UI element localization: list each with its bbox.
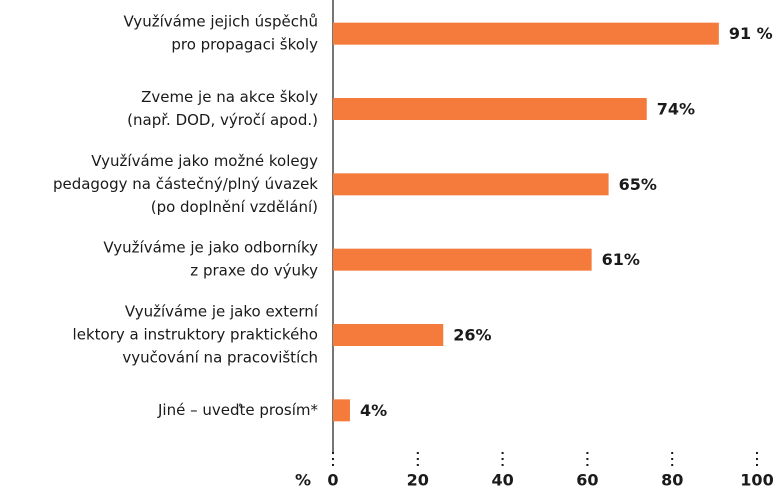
- category-label: Využíváme je jako externí: [125, 303, 319, 321]
- x-tick-label: 100: [740, 471, 773, 489]
- category-label: z praxe do výuky: [190, 262, 318, 280]
- category-label: Využíváme jejich úspěchů: [123, 13, 318, 31]
- x-axis-label: %: [295, 471, 311, 489]
- bar: [333, 399, 350, 422]
- x-tick-label: 60: [576, 471, 598, 489]
- x-tick-label: 80: [661, 471, 683, 489]
- value-label: 74%: [657, 100, 695, 119]
- category-label: Využíváme je jako odborníky: [103, 239, 318, 257]
- category-label: pedagogy na částečný/plný úvazek: [53, 175, 318, 193]
- category-label: Využíváme jako možné kolegy: [91, 152, 318, 170]
- x-tick-label: 0: [327, 471, 338, 489]
- value-label: 61%: [602, 250, 640, 269]
- bar: [333, 22, 719, 45]
- category-label: lektory a instruktory praktického: [73, 326, 318, 344]
- bar: [333, 248, 592, 271]
- category-label: (po doplnění vzdělání): [151, 198, 318, 216]
- bar: [333, 98, 647, 120]
- category-label: Zveme je na akce školy: [141, 88, 318, 106]
- category-label: vyučování na pracovištích: [122, 349, 318, 367]
- category-label: Jiné – uveďte prosím*: [157, 401, 319, 419]
- category-label: pro propagaci školy: [171, 36, 318, 54]
- value-label: 26%: [453, 326, 491, 345]
- bar: [333, 173, 609, 196]
- value-label: 65%: [619, 175, 657, 194]
- x-tick-label: 20: [407, 471, 429, 489]
- bar: [333, 324, 444, 346]
- category-label: (např. DOD, výročí apod.): [127, 111, 318, 129]
- value-label: 4%: [360, 401, 387, 420]
- x-tick-label: 40: [491, 471, 513, 489]
- value-label: 91 %: [729, 24, 773, 43]
